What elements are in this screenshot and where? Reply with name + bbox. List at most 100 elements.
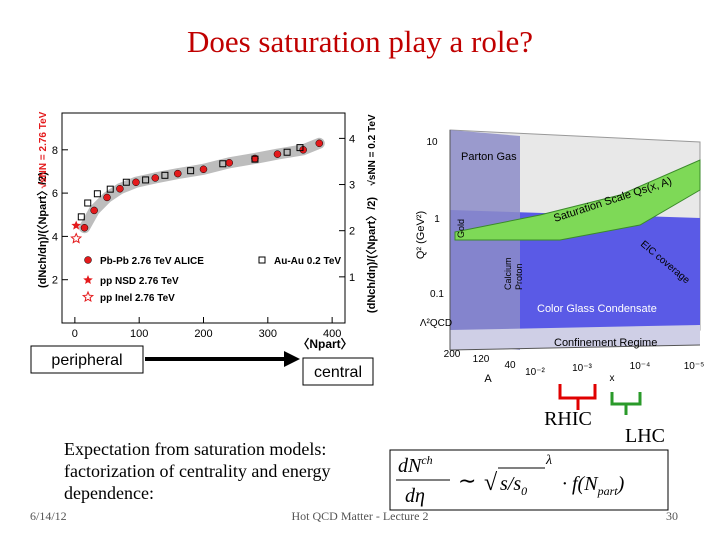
legend-label: pp Inel 2.76 TeV xyxy=(100,293,175,304)
y-tick-label: 2 xyxy=(52,275,58,287)
legend-marker xyxy=(84,256,92,264)
x-tick: 10⁻⁴ xyxy=(630,361,651,372)
point xyxy=(151,174,160,182)
point xyxy=(199,165,208,174)
point xyxy=(71,220,81,230)
point xyxy=(80,223,89,232)
central-label: central xyxy=(314,364,362,381)
region-label: Color Glass Condensate xyxy=(537,303,657,315)
q-tick: 10 xyxy=(426,137,438,148)
footer-page: 30 xyxy=(666,509,678,523)
a-tick: 120 xyxy=(473,354,490,365)
lhc-bracket xyxy=(610,392,642,415)
formula-part: s/s xyxy=(500,473,521,495)
footer-date: 6/14/12 xyxy=(30,509,67,523)
diagram: 10 1 0.1 Q² (GeV²) Λ²QCD 200 120 40 A 10… xyxy=(415,129,705,385)
y-axis-label: (dNch/dη)/(〈Npart〉/2) xyxy=(36,172,49,288)
formula-part: √ xyxy=(484,470,498,496)
x-axis-label: 〈Npart〉 xyxy=(297,336,352,351)
body-text: dependence: xyxy=(64,483,154,503)
q-label: Q² (GeV²) xyxy=(415,211,427,259)
lambda-label: Λ²QCD xyxy=(420,318,452,329)
rhic-bracket xyxy=(558,384,597,410)
peripheral-label: peripheral xyxy=(51,352,122,369)
rhic-label: RHIC xyxy=(544,408,592,430)
formula-part: ch xyxy=(421,453,432,467)
lhc-label: LHC xyxy=(625,425,665,447)
point xyxy=(77,213,85,221)
a-label: A xyxy=(484,373,492,385)
legend-label: Au-Au 0.2 TeV xyxy=(274,256,341,267)
legend-marker xyxy=(258,256,266,264)
x-tick-label: 0 xyxy=(72,328,78,340)
region-label: Gold xyxy=(456,219,466,238)
formula-part: part xyxy=(597,484,619,498)
region-label: Proton xyxy=(514,263,524,290)
formula-part: dNch xyxy=(398,453,433,477)
formula-part: 0 xyxy=(521,484,527,498)
chart: 0 100 200 300 400 2 4 6 8 1 2 3 4 〈Npart〉 (dNch/dη)/(〈… xyxy=(36,111,378,351)
point xyxy=(142,176,150,184)
point xyxy=(122,178,130,186)
region-label: Parton Gas xyxy=(461,151,517,163)
y-tick-label: 4 xyxy=(52,231,58,243)
x-label: x xyxy=(610,373,615,384)
q-tick: 0.1 xyxy=(430,289,444,300)
region-label: Confinement Regime xyxy=(554,337,657,349)
formula-part: · f(N xyxy=(562,473,599,495)
y-tick-label: 8 xyxy=(52,145,58,157)
x-tick: 10⁻⁵ xyxy=(684,361,705,372)
x-tick: 10⁻³ xyxy=(572,363,592,374)
point xyxy=(161,171,169,179)
point xyxy=(70,232,83,244)
formula-part: λ xyxy=(545,453,552,468)
label-box xyxy=(302,357,374,386)
body-text: factorization of centrality and energy xyxy=(64,461,331,481)
footer-title: Hot QCD Matter - Lecture 2 xyxy=(292,509,429,523)
formula-part: ) xyxy=(617,473,625,495)
label-box xyxy=(30,345,144,374)
point xyxy=(116,185,124,193)
point xyxy=(93,190,101,198)
x-tick-label: 200 xyxy=(194,328,212,340)
formula-part: dN xyxy=(398,455,423,477)
energy-label: √sNN = 0.2 TeV xyxy=(367,114,378,185)
point xyxy=(90,206,98,215)
y2-axis-label: (dNch/dη)/(〈Npart〉/2) xyxy=(365,197,378,313)
point xyxy=(251,155,259,163)
region-label: Calcium xyxy=(503,257,513,290)
legend-label: pp NSD 2.76 TeV xyxy=(100,276,179,287)
y-tick-label: 6 xyxy=(52,188,58,200)
formula-part: s/s0 xyxy=(500,473,527,498)
body-text: Expectation from saturation models: xyxy=(64,439,326,459)
point xyxy=(315,139,324,148)
saturation-surface xyxy=(454,159,701,241)
a-tick: 40 xyxy=(504,360,516,371)
legend-label: Pb-Pb 2.76 TeV ALICE xyxy=(100,256,204,267)
arrow-head xyxy=(284,351,300,367)
legend-marker xyxy=(81,290,95,303)
a-tick: 200 xyxy=(444,349,461,360)
point xyxy=(283,148,291,156)
formula-part: dη xyxy=(405,485,425,507)
point xyxy=(103,193,111,202)
point xyxy=(187,167,195,175)
point xyxy=(273,150,282,158)
point xyxy=(219,160,227,168)
point xyxy=(106,185,114,193)
point xyxy=(225,159,233,167)
y2-tick-label: 1 xyxy=(349,272,355,284)
point xyxy=(132,178,140,187)
y2-tick-label: 4 xyxy=(349,133,355,145)
formula: dNch dη ∼ √ s/s0 λ · f(Npart) xyxy=(396,453,625,507)
x-tick-label: 300 xyxy=(259,328,277,340)
formula-part: ∼ xyxy=(458,468,476,493)
x-tick-label: 400 xyxy=(323,328,341,340)
energy-label: √sNN = 2.76 TeV xyxy=(38,111,49,188)
slide-title: Does saturation play a role? xyxy=(187,24,533,59)
x-tick-label: 100 xyxy=(130,328,148,340)
legend-marker xyxy=(83,275,93,284)
confinement-band xyxy=(450,325,700,350)
x-tick: 10⁻² xyxy=(525,367,545,378)
